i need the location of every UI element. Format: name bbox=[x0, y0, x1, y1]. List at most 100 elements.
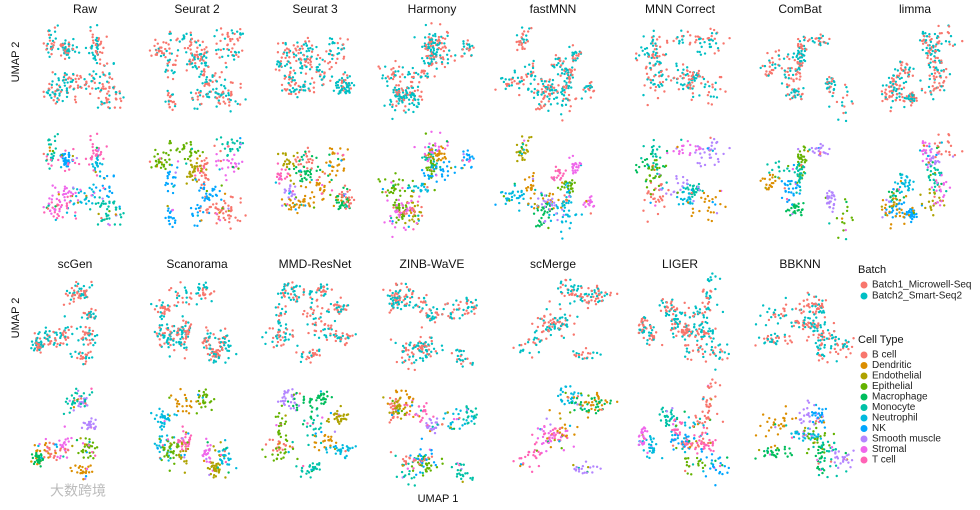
point bbox=[193, 224, 196, 227]
point bbox=[562, 213, 565, 217]
point bbox=[58, 209, 61, 213]
point bbox=[81, 356, 85, 359]
point bbox=[155, 49, 158, 52]
point bbox=[402, 109, 406, 112]
point bbox=[568, 68, 571, 71]
point bbox=[675, 81, 679, 84]
point bbox=[340, 48, 343, 51]
point bbox=[942, 79, 946, 83]
point bbox=[90, 284, 94, 287]
point bbox=[766, 51, 769, 55]
point bbox=[929, 91, 932, 94]
point bbox=[427, 36, 430, 39]
point bbox=[665, 149, 669, 153]
point bbox=[307, 150, 311, 153]
point bbox=[828, 147, 831, 151]
point bbox=[794, 73, 798, 76]
point bbox=[303, 194, 307, 198]
point bbox=[329, 161, 332, 164]
point bbox=[407, 86, 410, 90]
point bbox=[202, 166, 206, 170]
point bbox=[544, 200, 547, 204]
point bbox=[92, 76, 95, 80]
point bbox=[672, 76, 676, 80]
point bbox=[308, 181, 312, 184]
point bbox=[921, 30, 925, 34]
point bbox=[427, 43, 430, 46]
point bbox=[234, 216, 237, 219]
point bbox=[73, 161, 77, 165]
point bbox=[97, 86, 100, 90]
point bbox=[439, 168, 442, 171]
point bbox=[158, 324, 161, 327]
point bbox=[204, 174, 208, 177]
point bbox=[64, 78, 68, 81]
point bbox=[695, 38, 698, 42]
point bbox=[342, 57, 345, 60]
point bbox=[47, 33, 51, 37]
point bbox=[798, 192, 801, 195]
point bbox=[550, 92, 554, 95]
point bbox=[411, 101, 414, 105]
point bbox=[427, 157, 431, 161]
point bbox=[397, 65, 401, 68]
point bbox=[829, 200, 832, 203]
point bbox=[909, 97, 913, 101]
point bbox=[802, 165, 806, 169]
point bbox=[81, 351, 84, 355]
point bbox=[889, 109, 892, 113]
point bbox=[555, 176, 559, 179]
point bbox=[211, 80, 214, 84]
point bbox=[274, 68, 278, 71]
point bbox=[427, 166, 430, 169]
point bbox=[570, 86, 573, 89]
point bbox=[287, 162, 291, 165]
point bbox=[800, 56, 804, 59]
point bbox=[306, 169, 310, 173]
point bbox=[513, 194, 516, 197]
point bbox=[346, 38, 349, 41]
point bbox=[70, 469, 73, 473]
point bbox=[327, 62, 330, 65]
point bbox=[166, 174, 169, 178]
point bbox=[74, 211, 77, 214]
point bbox=[562, 85, 566, 89]
point bbox=[100, 100, 103, 103]
point bbox=[571, 76, 575, 79]
point bbox=[706, 194, 710, 198]
point bbox=[787, 73, 791, 77]
point bbox=[57, 214, 61, 218]
point bbox=[893, 86, 896, 89]
point bbox=[692, 199, 695, 203]
point bbox=[922, 39, 925, 42]
point bbox=[915, 96, 918, 100]
point bbox=[92, 165, 95, 168]
point bbox=[899, 172, 902, 176]
point bbox=[231, 81, 234, 85]
point bbox=[303, 58, 306, 61]
point bbox=[221, 142, 224, 146]
point bbox=[422, 59, 426, 63]
point bbox=[567, 93, 571, 97]
point bbox=[54, 37, 57, 40]
point bbox=[108, 217, 111, 220]
point bbox=[289, 92, 293, 96]
point bbox=[59, 449, 62, 452]
point bbox=[302, 204, 305, 207]
point bbox=[412, 110, 415, 114]
point bbox=[97, 96, 100, 100]
point bbox=[654, 175, 657, 178]
point bbox=[79, 397, 83, 400]
point bbox=[905, 62, 908, 66]
point bbox=[205, 162, 208, 166]
point bbox=[403, 76, 407, 79]
point bbox=[222, 96, 225, 99]
point bbox=[167, 43, 170, 46]
point bbox=[202, 59, 205, 62]
point bbox=[220, 184, 223, 187]
point bbox=[232, 170, 236, 173]
point bbox=[202, 187, 206, 191]
point bbox=[786, 85, 789, 89]
point bbox=[433, 152, 437, 155]
point bbox=[714, 152, 718, 156]
